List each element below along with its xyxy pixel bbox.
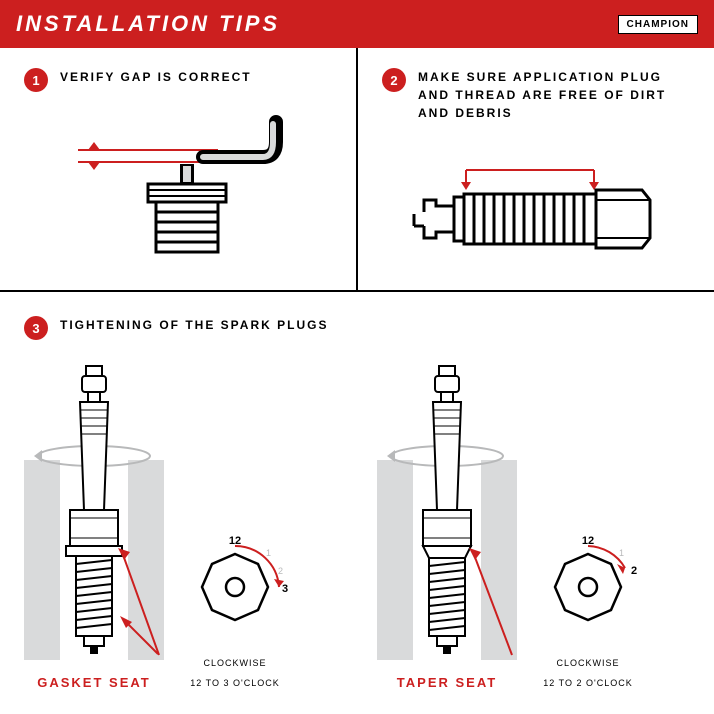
gap-diagram: [24, 112, 332, 262]
step-1-head: 1 VERIFY GAP IS CORRECT: [24, 68, 332, 92]
dial-12: 12: [229, 535, 241, 547]
svg-text:12: 12: [582, 535, 594, 547]
step-3-title: TIGHTENING OF THE SPARK PLUGS: [60, 316, 328, 334]
top-row: 1 VERIFY GAP IS CORRECT: [0, 48, 714, 292]
taper-plug-diagram: TAPER SEAT: [377, 360, 517, 690]
step-2-panel: 2 MAKE SURE APPLICATION PLUG AND THREAD …: [358, 48, 714, 290]
svg-text:1: 1: [619, 548, 624, 558]
step-2-title: MAKE SURE APPLICATION PLUG AND THREAD AR…: [418, 68, 690, 122]
step-3-panel: 3 TIGHTENING OF THE SPARK PLUGS: [0, 292, 714, 714]
step-1-title: VERIFY GAP IS CORRECT: [60, 68, 252, 86]
step-1-panel: 1 VERIFY GAP IS CORRECT: [0, 48, 358, 290]
page-title: INSTALLATION TIPS: [16, 11, 280, 37]
dial-3: 3: [282, 583, 288, 595]
taper-group: TAPER SEAT 12 1 2 CLOCKWISE 12 TO 2 O'CL…: [377, 360, 690, 690]
gasket-dial-l1: CLOCKWISE: [180, 657, 290, 670]
step-3-head: 3 TIGHTENING OF THE SPARK PLUGS: [24, 316, 690, 340]
step-1-badge: 1: [24, 68, 48, 92]
gasket-seat-label: GASKET SEAT: [24, 675, 164, 690]
taper-seat-label: TAPER SEAT: [377, 675, 517, 690]
gasket-dial-l2: 12 TO 3 O'CLOCK: [180, 677, 290, 690]
step-3-badge: 3: [24, 316, 48, 340]
taper-dial-l2: 12 TO 2 O'CLOCK: [533, 677, 643, 690]
dial-2: 2: [278, 566, 283, 576]
svg-text:2: 2: [631, 565, 637, 577]
taper-dial: 12 1 2 CLOCKWISE 12 TO 2 O'CLOCK: [533, 534, 643, 690]
brand-logo: CHAMPION: [618, 15, 698, 34]
dial-1: 1: [266, 548, 271, 558]
tightening-row: GASKET SEAT 12 1 2 3 CLOCKWISE 12 TO 3 O…: [24, 360, 690, 690]
gasket-group: GASKET SEAT 12 1 2 3 CLOCKWISE 12 TO 3 O…: [24, 360, 337, 690]
gasket-plug-diagram: GASKET SEAT: [24, 360, 164, 690]
thread-diagram: [382, 142, 690, 282]
header-bar: INSTALLATION TIPS CHAMPION: [0, 0, 714, 48]
taper-dial-l1: CLOCKWISE: [533, 657, 643, 670]
step-2-badge: 2: [382, 68, 406, 92]
gasket-dial: 12 1 2 3 CLOCKWISE 12 TO 3 O'CLOCK: [180, 534, 290, 690]
step-2-head: 2 MAKE SURE APPLICATION PLUG AND THREAD …: [382, 68, 690, 122]
